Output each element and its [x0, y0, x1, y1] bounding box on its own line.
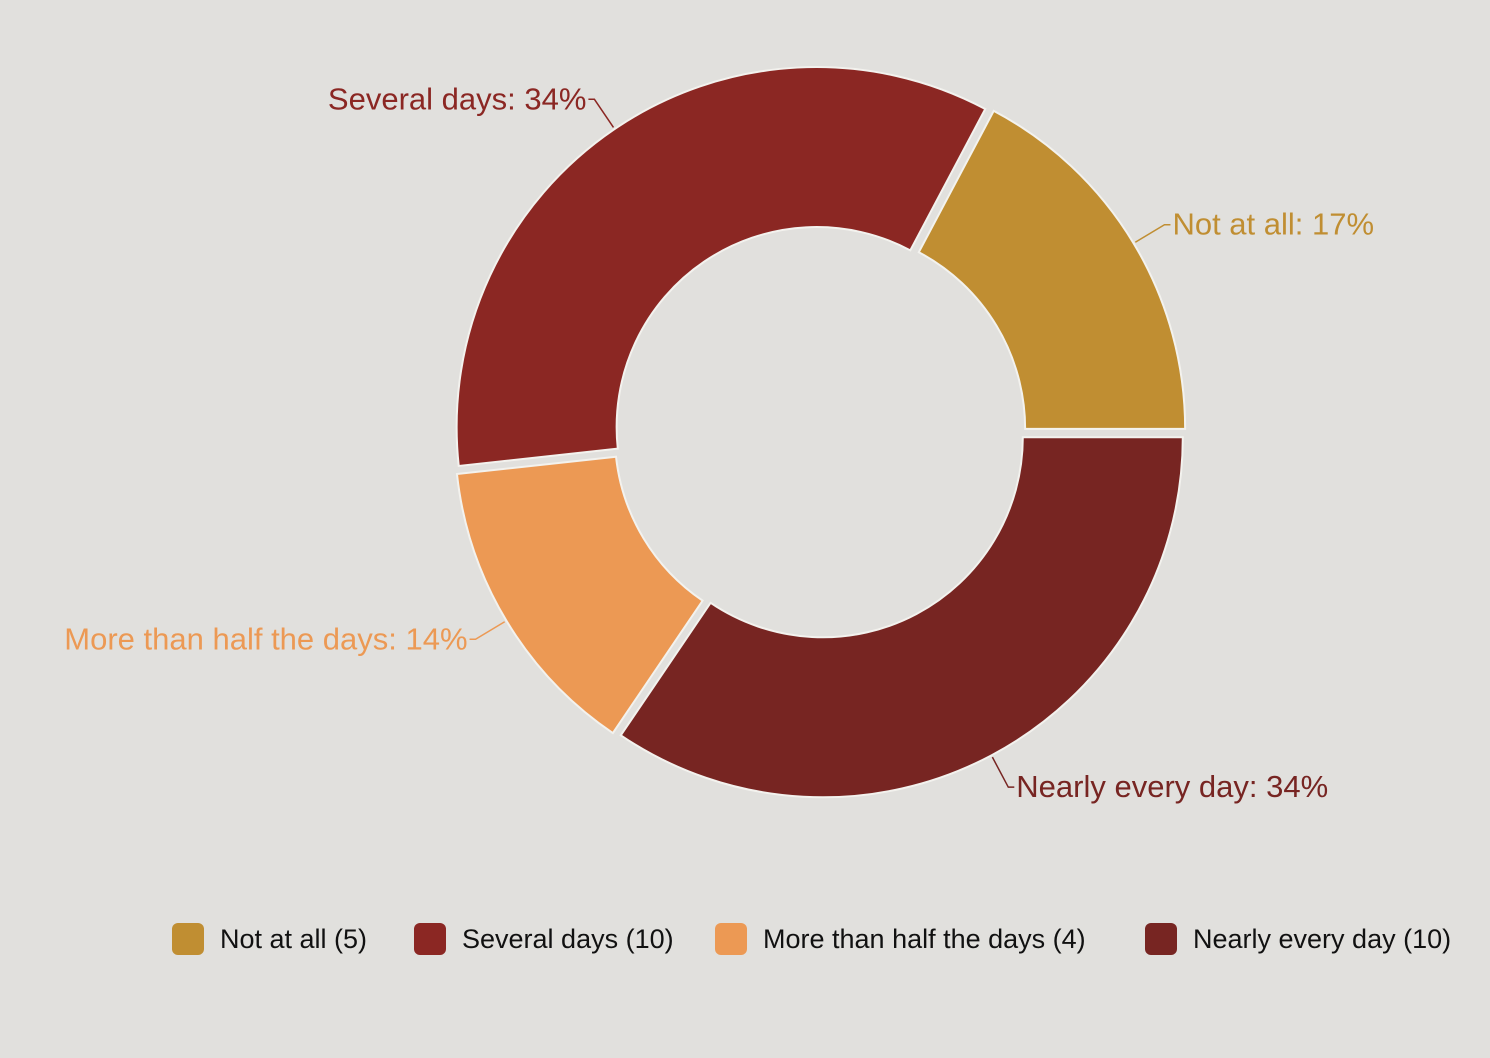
legend: Not at all (5) Several days (10) More th…: [0, 917, 1490, 961]
legend-swatch-several-days: [414, 923, 446, 955]
legend-item-not-at-all[interactable]: Not at all (5): [172, 917, 367, 961]
slice-nearly-every-day[interactable]: [619, 436, 1184, 799]
legend-item-nearly-every-day[interactable]: Nearly every day (10): [1145, 917, 1451, 961]
legend-label-not-at-all: Not at all (5): [220, 923, 368, 954]
legend-label-several-days: Several days (10): [462, 923, 674, 954]
leader-line-more-than-half: [469, 621, 506, 641]
slice-not-at-all[interactable]: [917, 109, 1187, 430]
legend-item-several-days[interactable]: Several days (10): [414, 917, 674, 961]
slice-label-more-than-half: More than half the days: 14%: [64, 621, 467, 656]
legend-swatch-more-than-half: [715, 923, 747, 955]
legend-swatch-not-at-all: [172, 923, 204, 955]
slice-more-than-half[interactable]: [455, 455, 705, 735]
legend-label-more-than-half: More than half the days (4): [763, 923, 1086, 954]
legend-label-nearly-every-day: Nearly every day (10): [1193, 923, 1452, 954]
slice-label-several-days: Several days: 34%: [328, 81, 586, 116]
legend-item-more-than-half[interactable]: More than half the days (4): [715, 917, 1086, 961]
slice-several-days[interactable]: [455, 66, 987, 468]
slice-label-nearly-every-day: Nearly every day: 34%: [1016, 769, 1328, 804]
leader-line-several-days: [588, 98, 615, 128]
leader-line-not-at-all: [1134, 223, 1171, 243]
legend-swatch-nearly-every-day: [1145, 923, 1177, 955]
slice-label-not-at-all: Not at all: 17%: [1172, 207, 1374, 242]
leader-line-nearly-every-day: [991, 756, 1015, 788]
